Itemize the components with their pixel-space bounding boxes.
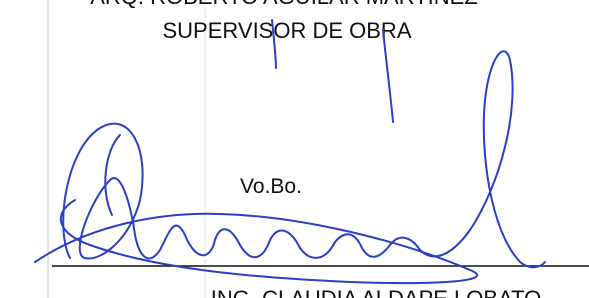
- supervisor-name: ARQ. ROBERTO AGUILAR MARTINEZ: [90, 0, 478, 9]
- supervisor-role: SUPERVISOR DE OBRA: [163, 18, 412, 43]
- paper: [0, 0, 589, 298]
- approver-name: ING. CLAUDIA ALDAPE LOBATO: [211, 286, 542, 298]
- document: ARQ. ROBERTO AGUILAR MARTINEZ SUPERVISOR…: [0, 0, 589, 298]
- page: ARQ. ROBERTO AGUILAR MARTINEZ SUPERVISOR…: [0, 0, 589, 298]
- approval-label: Vo.Bo.: [240, 175, 302, 198]
